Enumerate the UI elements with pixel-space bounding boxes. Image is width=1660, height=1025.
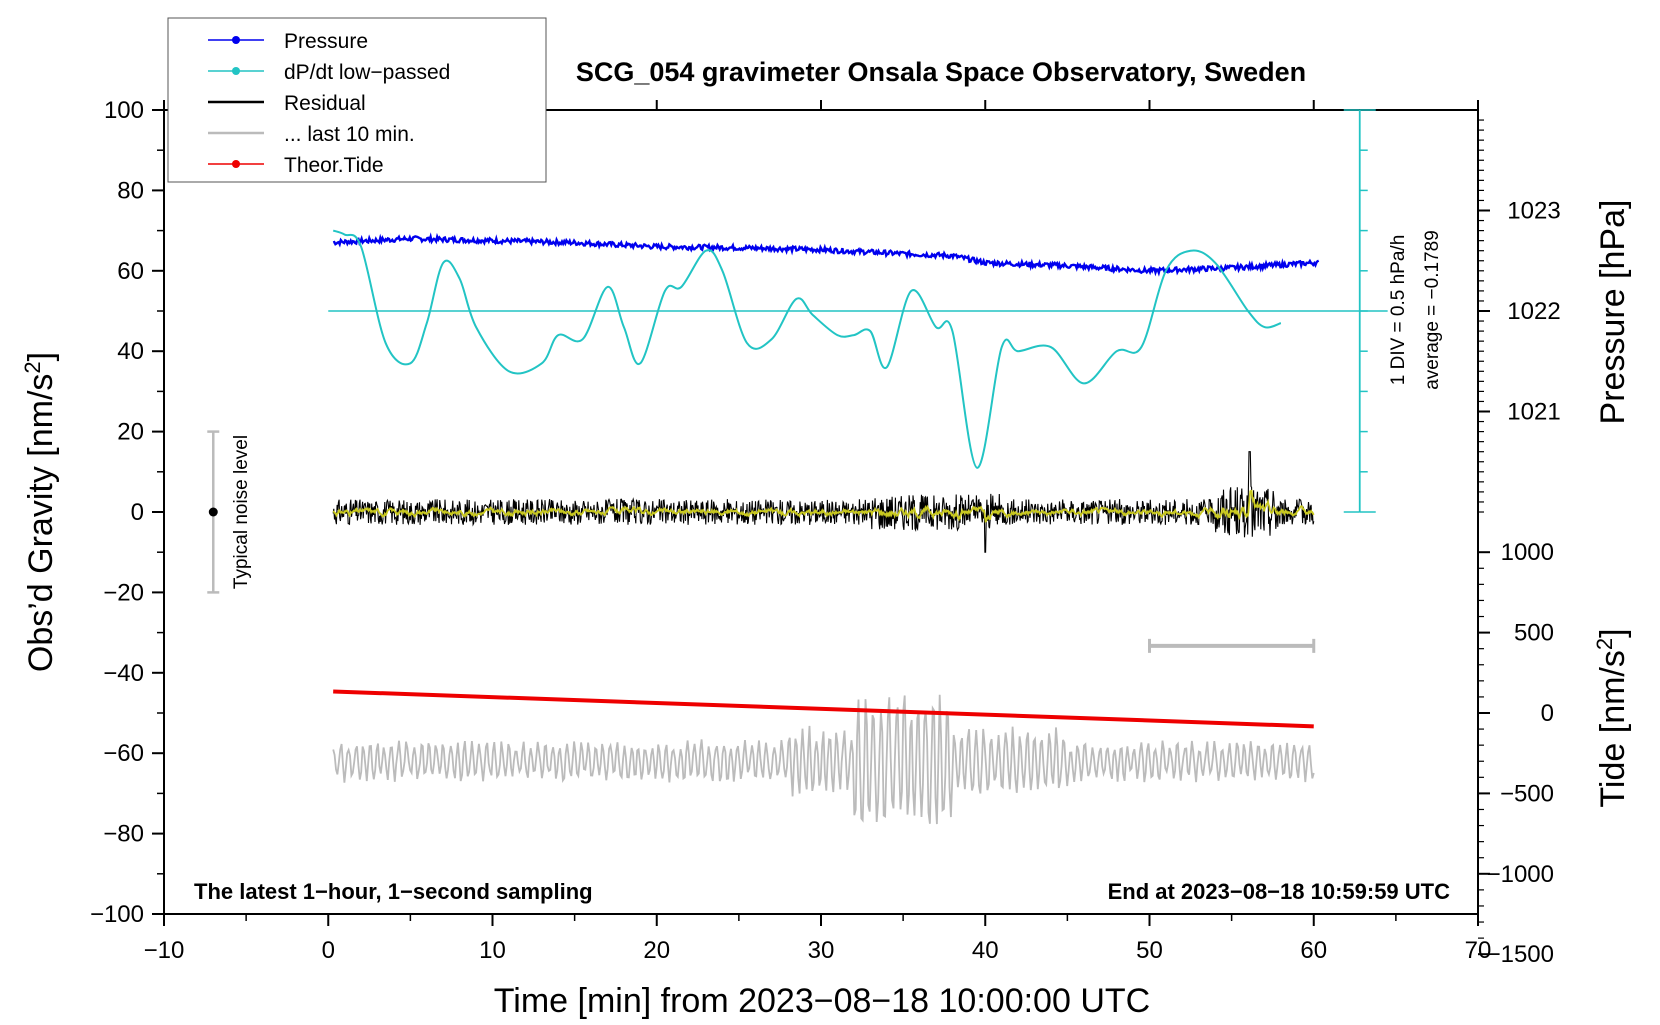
y-axis-label: Obs’d Gravity [nm/s2] [20, 352, 60, 672]
tide-axis-label-close: ] [1594, 628, 1632, 637]
x-axis-label: Time [min] from 2023−08−18 10:00:00 UTC [494, 982, 1150, 1020]
y-tick-label: 80 [117, 177, 144, 204]
pressure-series [332, 232, 1320, 277]
y-axis-ticks: 100 80 60 40 20 0 −20 −40 −60 −80 −100 [90, 97, 164, 928]
tide-tick-label: 500 [1514, 620, 1554, 647]
legend-box [167, 17, 547, 183]
tide-tick-label: 0 [1541, 700, 1554, 727]
theor-tide-series [333, 689, 1314, 729]
pressure-axis-ticks: 1023 1022 1021 [1478, 119, 1561, 513]
last-10-min-bar [1148, 638, 1316, 653]
tide-tick-label: 1000 [1501, 539, 1554, 566]
x-tick-label: 0 [322, 937, 335, 964]
noise-level-label: Typical noise level [231, 435, 252, 589]
noise-level-indicator [207, 430, 220, 594]
legend-label: Residual [284, 92, 366, 115]
legend-label: ... last 10 min. [284, 123, 415, 146]
tide-axis-ticks: 1000 500 0 −500 −1000 −1500 [1478, 539, 1554, 968]
y-tick-label: −80 [103, 821, 144, 848]
x-axis-ticks: −10 0 10 20 30 40 50 60 70 [144, 100, 1492, 964]
y-axis-label-text: Obs’d Gravity [nm/s [22, 374, 60, 673]
x-tick-label: 70 [1465, 937, 1492, 964]
x-tick-label: −10 [144, 937, 185, 964]
tide-axis-label-text: Tide [nm/s [1594, 650, 1632, 807]
dpdt-scale-bar [1343, 109, 1376, 513]
y-axis-label-close: ] [22, 352, 60, 361]
tide-tick-label: −1500 [1487, 941, 1554, 968]
x-tick-label: 20 [643, 937, 670, 964]
noise-center-dot [208, 507, 218, 517]
dpdt-scale-label: 1 DIV = 0.5 hPa/h [1388, 235, 1409, 386]
dpdt-average-label: average = −0.1789 [1422, 230, 1443, 390]
pressure-tick-label: 1022 [1507, 298, 1560, 325]
legend-label: Pressure [284, 30, 368, 53]
legend-marker [232, 160, 240, 168]
legend-label: Theor.Tide [284, 154, 384, 177]
y-tick-label: −40 [103, 660, 144, 687]
chart-title: SCG_054 gravimeter Onsala Space Observat… [576, 57, 1306, 87]
pressure-axis-label: Pressure [hPa] [1594, 200, 1632, 425]
legend-marker [232, 67, 240, 75]
dpdt-series [332, 229, 1282, 469]
pressure-tick-label: 1021 [1507, 399, 1560, 426]
y-tick-label: 100 [104, 97, 144, 124]
x-tick-label: 30 [808, 937, 835, 964]
tide-tick-label: −1000 [1487, 861, 1554, 888]
x-tick-label: 50 [1136, 937, 1163, 964]
last-10-min-series [332, 694, 1315, 825]
y-tick-label: 0 [131, 499, 144, 526]
tide-axis-label-exp: 2 [1592, 638, 1617, 650]
series-layer [328, 229, 1388, 825]
x-tick-label: 10 [479, 937, 506, 964]
y-axis-label-exp: 2 [20, 361, 45, 373]
bottom-right-note: End at 2023−08−18 10:59:59 UTC [1108, 879, 1451, 904]
y-tick-label: −60 [103, 740, 144, 767]
residual-series [332, 451, 1315, 553]
legend-label: dP/dt low−passed [284, 61, 450, 84]
y-tick-label: 40 [117, 338, 144, 365]
tide-tick-label: −500 [1500, 780, 1554, 807]
residual-smoothed-series [332, 489, 1315, 523]
pressure-tick-label: 1023 [1507, 198, 1560, 225]
bottom-left-note: The latest 1−hour, 1−second sampling [194, 879, 593, 904]
y-tick-label: −100 [90, 901, 144, 928]
y-tick-label: 60 [117, 258, 144, 285]
x-tick-label: 60 [1300, 937, 1327, 964]
x-tick-label: 40 [972, 937, 999, 964]
legend-marker [232, 36, 240, 44]
legend: Pressure dP/dt low−passed Residual ... last… [167, 17, 547, 183]
y-tick-label: −20 [103, 579, 144, 606]
tide-axis-label: Tide [nm/s2] [1592, 628, 1632, 807]
y-tick-label: 20 [117, 419, 144, 446]
